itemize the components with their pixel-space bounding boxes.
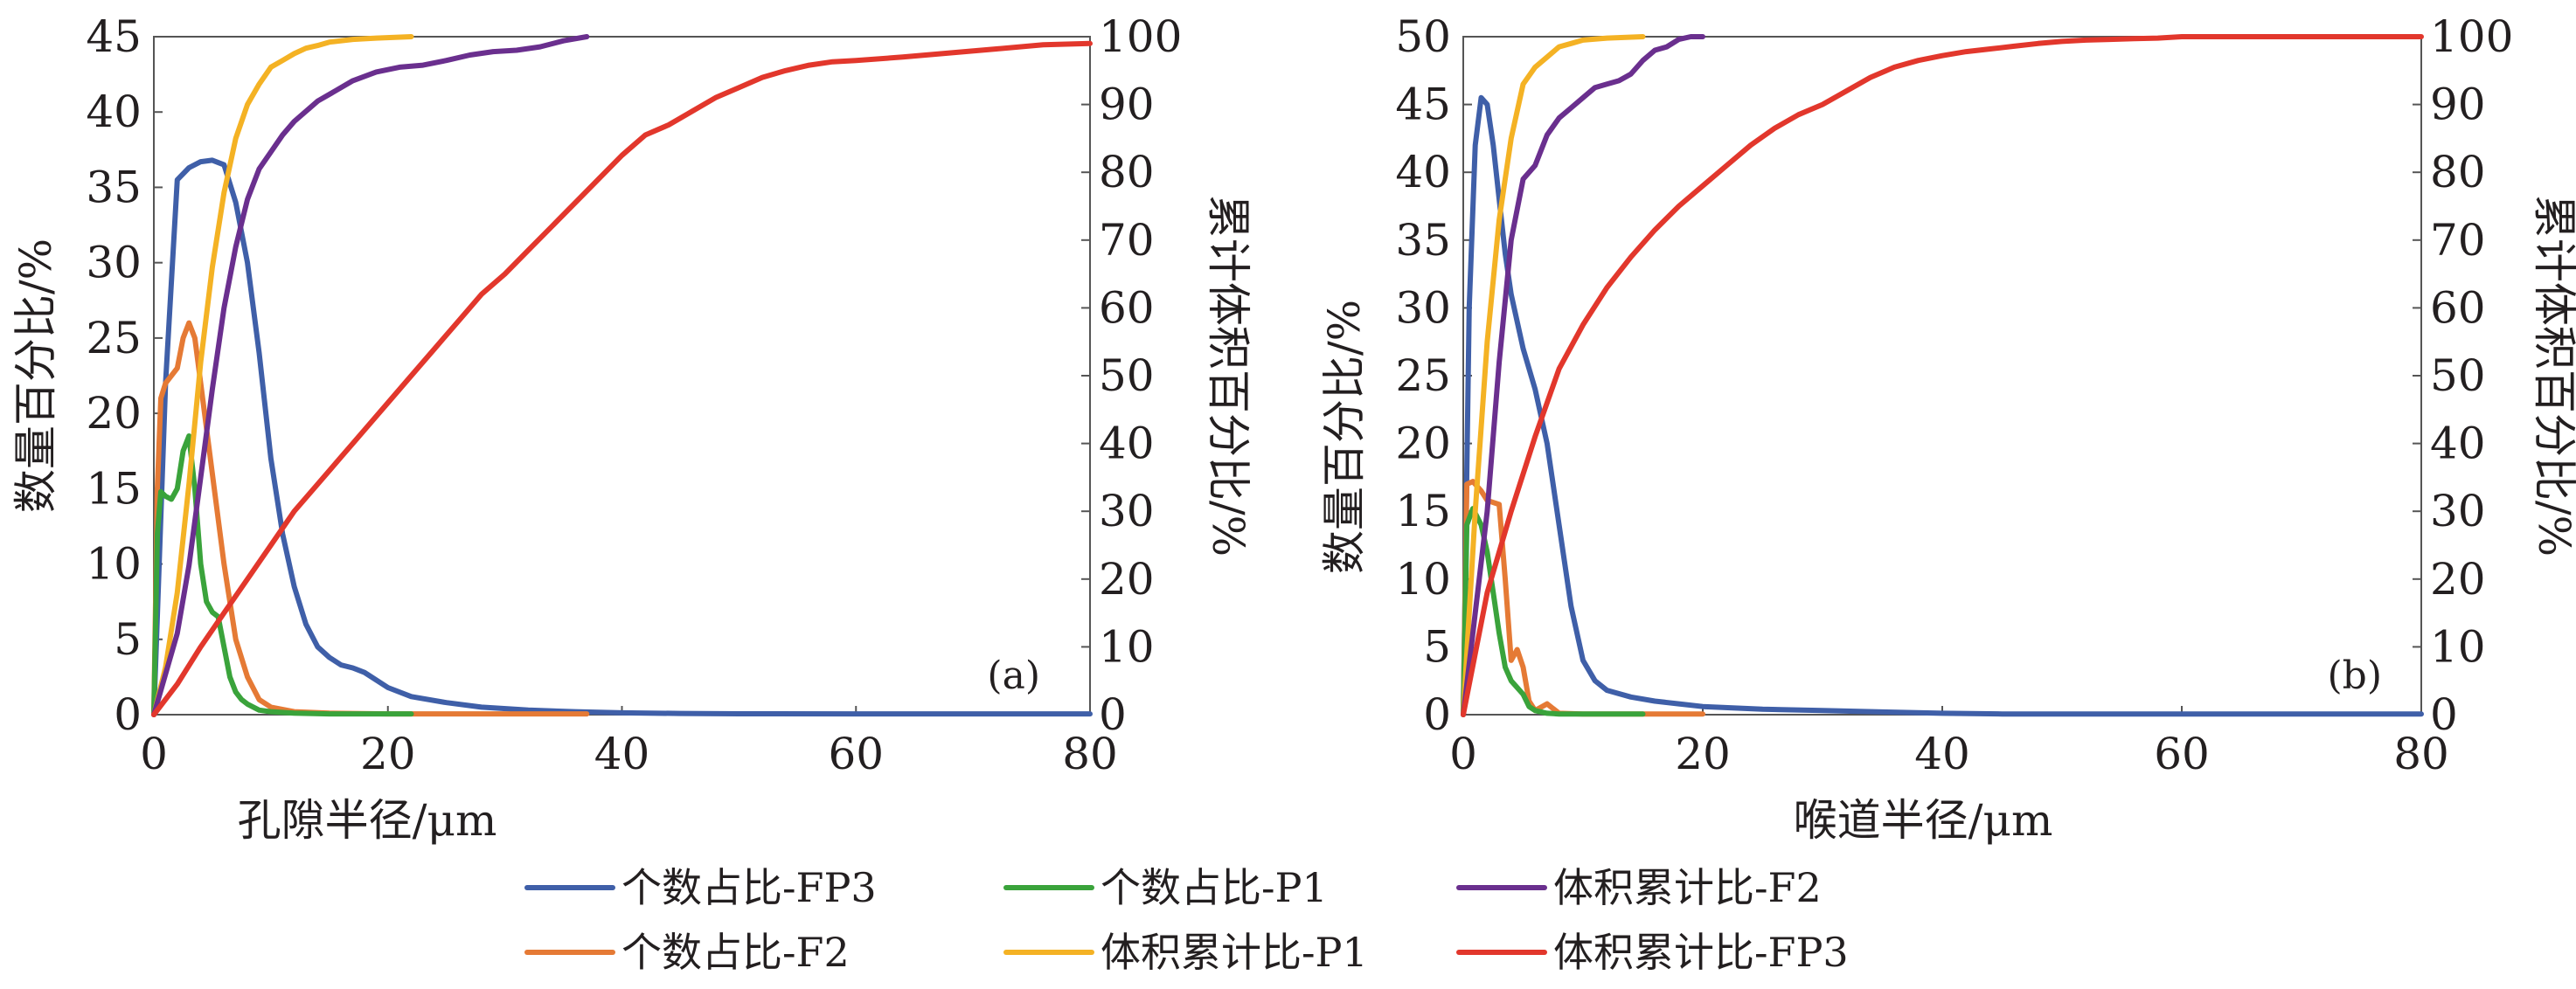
right-y-tick-label: 100 <box>2430 11 2513 62</box>
series-line-fp3-count-a <box>151 157 1093 717</box>
x-tick-label: 20 <box>360 729 416 779</box>
x-tick-label: 0 <box>140 729 168 779</box>
legend: 个数占比-FP3 个数占比-P1 体积累计比-F2 个数占比-F2 体积累计比-P1 体积… <box>524 864 1849 976</box>
right-y-tick-label: 20 <box>1099 554 1155 605</box>
left-y-tick-label: 5 <box>1423 621 1451 672</box>
right-y-tick-label: 10 <box>1099 621 1155 672</box>
right-y-tick-label: 50 <box>1099 350 1155 401</box>
x-tick-label: 40 <box>594 729 650 779</box>
lines-b <box>1461 34 2424 717</box>
ticks-a: 0 20 40 60 800510152025303540450102030405060… <box>86 11 1182 779</box>
right-y-tick-label: 30 <box>1099 486 1155 536</box>
plot-frame-a <box>153 36 1091 716</box>
right-y-tick-label: 70 <box>1099 215 1155 266</box>
left-y-tick-label: 15 <box>1395 486 1451 536</box>
left-y-tick-label: 30 <box>86 238 142 288</box>
left-y-tick-label: 20 <box>86 388 142 439</box>
right-y-tick-label: 40 <box>1099 418 1155 469</box>
right-y-tick-label: 50 <box>2430 350 2486 401</box>
x-tick-label: 80 <box>1062 729 1118 779</box>
left-y-tick-label: 45 <box>1395 80 1451 130</box>
plot-frame-b <box>1462 36 2422 716</box>
legend-label: 个数占比-FP3 <box>621 864 877 911</box>
right-y-tick-label: 90 <box>1099 80 1155 130</box>
x-tick-label: 60 <box>828 729 884 779</box>
series-line-f2-vol-a <box>151 34 590 717</box>
series-line-p1-count-b <box>1461 506 1646 717</box>
left-y-tick-label: 5 <box>114 614 142 665</box>
x-axis-label-b: 喉道半径/μm <box>1794 795 2053 846</box>
panel-label-b: (b) <box>2328 654 2383 698</box>
left-y-tick-label: 25 <box>86 313 142 363</box>
right-y-tick-label: 40 <box>2430 418 2486 469</box>
left-y-tick-label: 15 <box>86 463 142 514</box>
left-y-tick-label: 30 <box>1395 282 1451 333</box>
series-line-f2-count-a <box>151 320 590 717</box>
right-y-tick-label: 80 <box>1099 147 1155 197</box>
left-y-axis-label-b: 数量百分比/% <box>1319 300 1370 574</box>
right-y-tick-label: 0 <box>1099 689 1127 740</box>
left-y-tick-label: 35 <box>86 162 142 212</box>
left-y-tick-label: 0 <box>114 689 142 740</box>
x-axis-label-a: 孔隙半径/μm <box>238 795 497 846</box>
legend-label: 体积累计比-F2 <box>1553 864 1822 911</box>
x-tick-label: 40 <box>1914 729 1970 779</box>
x-tick-label: 80 <box>2393 729 2449 779</box>
left-y-tick-label: 45 <box>86 11 142 62</box>
right-y-tick-label: 60 <box>1099 282 1155 333</box>
right-y-tick-label: 10 <box>2430 621 2486 672</box>
legend-label: 个数占比-P1 <box>1101 864 1328 911</box>
legend-label: 体积累计比-FP3 <box>1553 929 1849 976</box>
left-y-tick-label: 50 <box>1395 11 1451 62</box>
left-y-tick-label: 40 <box>86 86 142 137</box>
series-line-fp3-count-b <box>1461 94 2424 717</box>
panel-a: (a) 孔隙半径/μm 数量百分比/% 累计体积百分比/% 0 20 40 60 800… <box>10 11 1253 846</box>
right-y-tick-label: 90 <box>2430 80 2486 130</box>
x-tick-label: 60 <box>2154 729 2210 779</box>
series-line-p1-vol-b <box>1461 34 1646 717</box>
x-tick-label: 0 <box>1449 729 1477 779</box>
right-y-tick-label: 70 <box>2430 215 2486 266</box>
right-y-axis-label-a: 累计体积百分比/% <box>1203 195 1253 557</box>
left-y-tick-label: 0 <box>1423 689 1451 740</box>
right-y-tick-label: 80 <box>2430 147 2486 197</box>
x-tick-label: 20 <box>1675 729 1731 779</box>
panel-label-a: (a) <box>987 654 1040 698</box>
left-y-tick-label: 10 <box>1395 554 1451 605</box>
right-y-tick-label: 100 <box>1099 11 1182 62</box>
left-y-tick-label: 25 <box>1395 350 1451 401</box>
legend-label: 个数占比-F2 <box>621 929 850 976</box>
left-y-tick-label: 35 <box>1395 215 1451 266</box>
panel-b: (b) 喉道半径/μm 数量百分比/% 累计体积百分比/% 0 20 40 60 800… <box>1319 11 2576 846</box>
right-y-tick-label: 30 <box>2430 486 2486 536</box>
series-line-p1-vol-a <box>151 34 414 717</box>
series-line-f2-count-b <box>1461 479 1705 717</box>
series-line-p1-count-a <box>151 433 414 717</box>
legend-label: 体积累计比-P1 <box>1101 929 1368 976</box>
series-line-f2-vol-b <box>1461 34 1705 717</box>
left-y-axis-label-a: 数量百分比/% <box>10 239 61 513</box>
series-line-fp3-vol-a <box>151 40 1093 717</box>
left-y-tick-label: 40 <box>1395 147 1451 197</box>
right-y-tick-label: 20 <box>2430 554 2486 605</box>
lines-a <box>151 34 1093 717</box>
left-y-tick-label: 20 <box>1395 418 1451 469</box>
right-y-axis-label-b: 累计体积百分比/% <box>2529 195 2576 557</box>
left-y-tick-label: 10 <box>86 539 142 590</box>
right-y-tick-label: 0 <box>2430 689 2458 740</box>
series-line-fp3-vol-b <box>1461 34 2424 717</box>
right-y-tick-label: 60 <box>2430 282 2486 333</box>
